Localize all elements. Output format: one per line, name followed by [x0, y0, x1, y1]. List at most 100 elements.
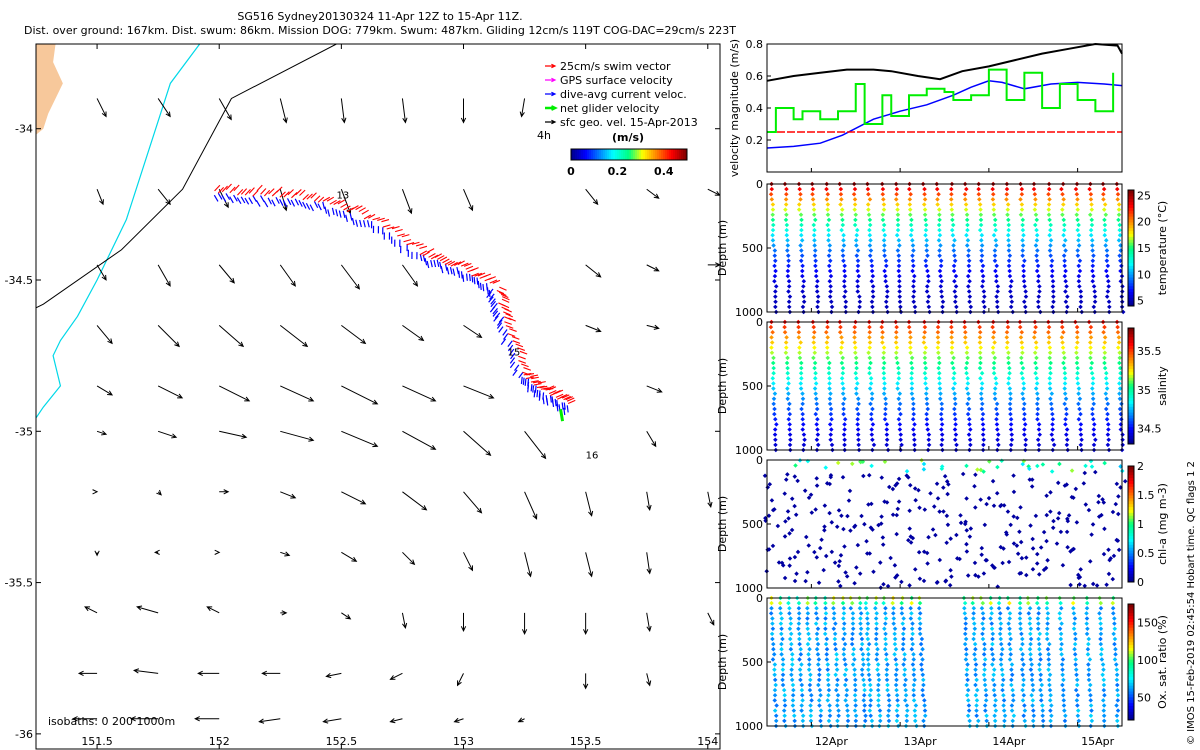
section-marker	[1078, 294, 1084, 299]
section-marker	[981, 289, 987, 294]
section-marker	[827, 708, 833, 713]
colorbar-tick-label: 35.5	[1137, 345, 1162, 358]
colorbar-cell	[1128, 553, 1134, 557]
section-marker	[826, 227, 831, 233]
section-marker	[1037, 667, 1042, 672]
section-marker	[849, 641, 855, 647]
section-marker	[979, 253, 985, 258]
section-marker	[1098, 652, 1104, 657]
section-marker	[1006, 227, 1011, 233]
section-marker	[826, 718, 832, 724]
section-marker	[1062, 273, 1068, 279]
section-marker	[1019, 345, 1025, 350]
section-marker	[777, 600, 783, 606]
section-marker	[894, 191, 899, 197]
dac-vector	[465, 273, 468, 281]
section-marker	[893, 657, 898, 662]
section-marker	[800, 713, 806, 719]
section-marker	[851, 191, 857, 197]
section-marker	[909, 386, 915, 391]
sfc-vector-91	[456, 673, 464, 687]
section-marker	[972, 641, 978, 647]
section-marker	[920, 657, 925, 662]
colorbar-cell	[1128, 415, 1134, 419]
section-marker	[1112, 641, 1117, 647]
section-marker	[1007, 657, 1013, 662]
section-marker	[924, 422, 930, 427]
swim-vector	[401, 234, 410, 238]
section-marker	[910, 417, 916, 422]
section-marker	[950, 232, 956, 238]
section-marker	[992, 258, 998, 264]
section-marker	[944, 540, 949, 546]
colorbar-cell	[1128, 432, 1134, 436]
section-marker	[941, 485, 946, 490]
section-marker	[979, 238, 984, 243]
colorbar-cell	[601, 149, 604, 160]
swim-vector	[427, 248, 435, 253]
day-label-2: 16	[586, 451, 599, 462]
section-marker	[824, 197, 830, 202]
section-marker	[922, 713, 928, 719]
section-marker	[1071, 611, 1077, 616]
section-marker	[1115, 538, 1121, 543]
section-marker	[813, 411, 819, 417]
figure-title: SG516 Sydney20130324 11-Apr 12Z to 15-Ap…	[0, 10, 760, 38]
section-marker	[1099, 646, 1104, 652]
section-marker	[1008, 396, 1013, 402]
colorbar-cell	[1128, 253, 1134, 258]
section-marker	[871, 442, 877, 448]
section-marker	[1022, 299, 1027, 305]
section-marker	[855, 542, 861, 548]
section-marker	[786, 258, 791, 264]
section-marker	[794, 571, 799, 576]
section-marker	[920, 693, 926, 698]
swim-vector	[536, 385, 545, 389]
section-marker	[822, 503, 828, 508]
colorbar-cell	[1128, 699, 1134, 704]
section-marker	[1046, 652, 1051, 657]
sfc-vector-22	[340, 264, 361, 290]
section-marker	[924, 284, 930, 289]
section-marker	[910, 621, 915, 626]
section-marker	[1073, 186, 1079, 192]
section-marker	[1086, 667, 1092, 672]
section-marker	[1075, 693, 1081, 698]
section-marker	[862, 703, 867, 708]
section-marker	[882, 253, 887, 258]
section-marker	[1007, 616, 1012, 621]
section-marker	[796, 324, 801, 330]
section-marker	[1102, 217, 1107, 223]
section-marker	[883, 411, 888, 417]
swim-vector	[291, 192, 298, 199]
colorbar-cell	[1128, 497, 1134, 502]
section-marker	[785, 273, 791, 279]
section-marker	[901, 662, 906, 667]
section-marker	[967, 417, 972, 422]
section-marker	[771, 370, 776, 376]
swim-vector	[521, 363, 529, 368]
colorbar-cell	[1128, 435, 1134, 439]
section-marker	[984, 718, 989, 724]
section-marker	[1090, 406, 1095, 412]
section-marker	[964, 667, 970, 672]
section-marker	[838, 553, 844, 558]
section-marker	[796, 616, 802, 621]
section-marker	[772, 672, 777, 678]
swim-vector	[391, 225, 400, 230]
section-marker	[823, 600, 828, 606]
section-marker	[911, 284, 916, 289]
section-marker	[843, 304, 848, 310]
colorbar-cell	[1128, 558, 1134, 563]
section-marker	[1086, 507, 1092, 513]
section-marker	[922, 197, 928, 202]
dac-vector	[305, 202, 311, 210]
section-marker	[814, 605, 819, 611]
section-marker	[968, 427, 973, 432]
section-marker	[825, 698, 830, 703]
section-marker	[811, 324, 816, 330]
section-marker	[845, 708, 850, 713]
section-marker	[992, 217, 998, 223]
section-marker	[812, 360, 818, 366]
colorbar-cell	[1128, 279, 1134, 284]
